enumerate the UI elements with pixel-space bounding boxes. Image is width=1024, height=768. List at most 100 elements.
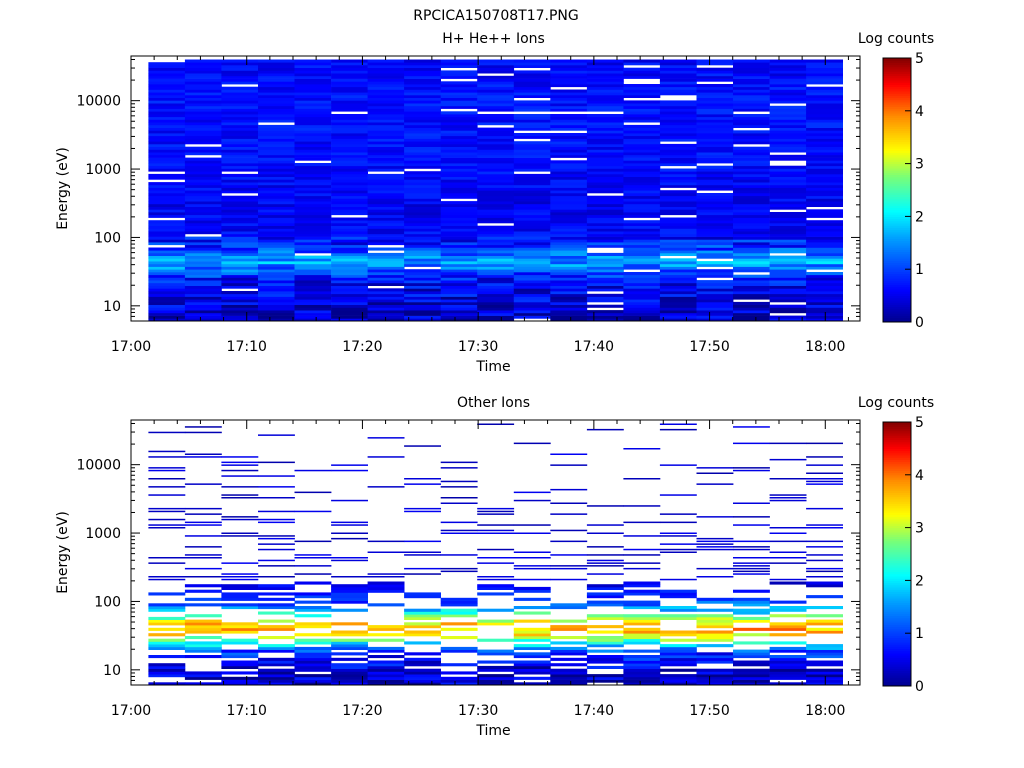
heatmap-cell (148, 62, 186, 66)
heatmap-cell (477, 173, 515, 177)
heatmap-cell (769, 557, 807, 559)
colorbar-step (883, 117, 911, 121)
heatmap-cell (806, 507, 843, 510)
heatmap-cell (367, 663, 405, 667)
heatmap-cell (513, 184, 551, 188)
heatmap-cell (367, 299, 405, 303)
heatmap-cell (696, 236, 734, 240)
heatmap-cell (367, 312, 405, 316)
colorbar-step (883, 628, 911, 632)
colorbar-step (883, 549, 911, 553)
heatmap-cell (367, 242, 405, 246)
heatmap-cell (769, 606, 807, 610)
heatmap-cell (586, 89, 624, 93)
heatmap-cell (586, 67, 624, 71)
heatmap-cell (221, 97, 259, 101)
heatmap-cell (586, 592, 624, 596)
heatmap-cell (477, 608, 515, 612)
heatmap-cell (148, 239, 186, 243)
heatmap-cell (806, 168, 843, 172)
heatmap-cell (586, 255, 624, 259)
heatmap-cell (659, 193, 697, 197)
heatmap-cell (623, 307, 661, 311)
heatmap-cell (550, 141, 588, 145)
heatmap-cell (440, 214, 478, 218)
heatmap-cell (404, 551, 441, 553)
heatmap-cell (513, 209, 551, 213)
colorbar-step (883, 130, 911, 134)
heatmap-cell (806, 173, 843, 177)
heatmap-cell (367, 274, 405, 278)
heatmap-cell (477, 261, 515, 265)
colorbar-step (883, 99, 911, 103)
heatmap-cell (184, 255, 222, 259)
heatmap-cell (659, 285, 697, 289)
heatmap-cell (696, 209, 734, 213)
heatmap-cell (806, 64, 843, 68)
heatmap-cell (806, 682, 843, 686)
heatmap-cell (769, 222, 807, 226)
heatmap-cell (294, 633, 332, 637)
heatmap-cell (806, 288, 843, 292)
heatmap-cell (806, 304, 843, 308)
heatmap-cell (696, 122, 734, 126)
heatmap-cell (733, 84, 770, 88)
heatmap-cell (733, 502, 770, 504)
heatmap-cell (148, 644, 186, 648)
heatmap-cell (440, 130, 478, 134)
heatmap-cell (623, 222, 661, 226)
heatmap-cell (769, 81, 807, 85)
heatmap-cell (769, 92, 807, 96)
heatmap-cell (513, 78, 551, 82)
heatmap-cell (513, 597, 551, 601)
heatmap-cell (258, 59, 295, 63)
colorbar-tick-label: 1 (915, 626, 924, 642)
heatmap-cell (294, 469, 332, 472)
heatmap-cell (221, 310, 259, 314)
heatmap-cell (331, 59, 368, 63)
heatmap-cell (148, 258, 186, 262)
colorbar-step (883, 95, 911, 99)
heatmap-cell (586, 86, 624, 90)
heatmap-cell (331, 114, 368, 118)
heatmap-cell (586, 62, 624, 66)
heatmap-cell (733, 679, 770, 683)
heatmap-cell (733, 203, 770, 207)
heatmap-cell (331, 62, 368, 66)
heatmap-cell (148, 291, 186, 295)
heatmap-cell (294, 307, 332, 311)
heatmap-cell (550, 307, 588, 311)
heatmap-cell (184, 146, 222, 150)
colorbar-step (883, 227, 911, 231)
x-tick-label: 18:00 (805, 703, 845, 719)
colorbar-step (883, 468, 911, 471)
heatmap-cell (184, 193, 222, 197)
heatmap-cell (331, 255, 368, 259)
heatmap-cell (733, 663, 770, 667)
heatmap-cell (659, 239, 697, 243)
heatmap-cell (696, 537, 734, 540)
heatmap-cell (623, 138, 661, 142)
heatmap-cell (331, 94, 368, 98)
heatmap-cell (477, 220, 515, 224)
heatmap-cell (367, 105, 405, 109)
heatmap-cell (258, 163, 295, 167)
heatmap-cell (659, 225, 697, 229)
heatmap-cell (550, 116, 588, 120)
colorbar-step (883, 650, 911, 654)
heatmap-cell (221, 638, 259, 642)
heatmap-cell (586, 73, 624, 77)
heatmap-cell (623, 589, 661, 593)
heatmap-cell (733, 600, 770, 604)
colorbar-step (883, 538, 911, 542)
heatmap-cell (331, 138, 368, 142)
heatmap-cell (586, 236, 624, 240)
heatmap-cell (221, 190, 259, 194)
heatmap-cell (184, 521, 222, 524)
heatmap-cell (586, 225, 624, 229)
heatmap-cell (148, 133, 186, 137)
heatmap-cell (184, 274, 222, 278)
heatmap-cell (806, 614, 843, 618)
heatmap-cell (733, 261, 770, 265)
heatmap-cell (623, 668, 661, 672)
